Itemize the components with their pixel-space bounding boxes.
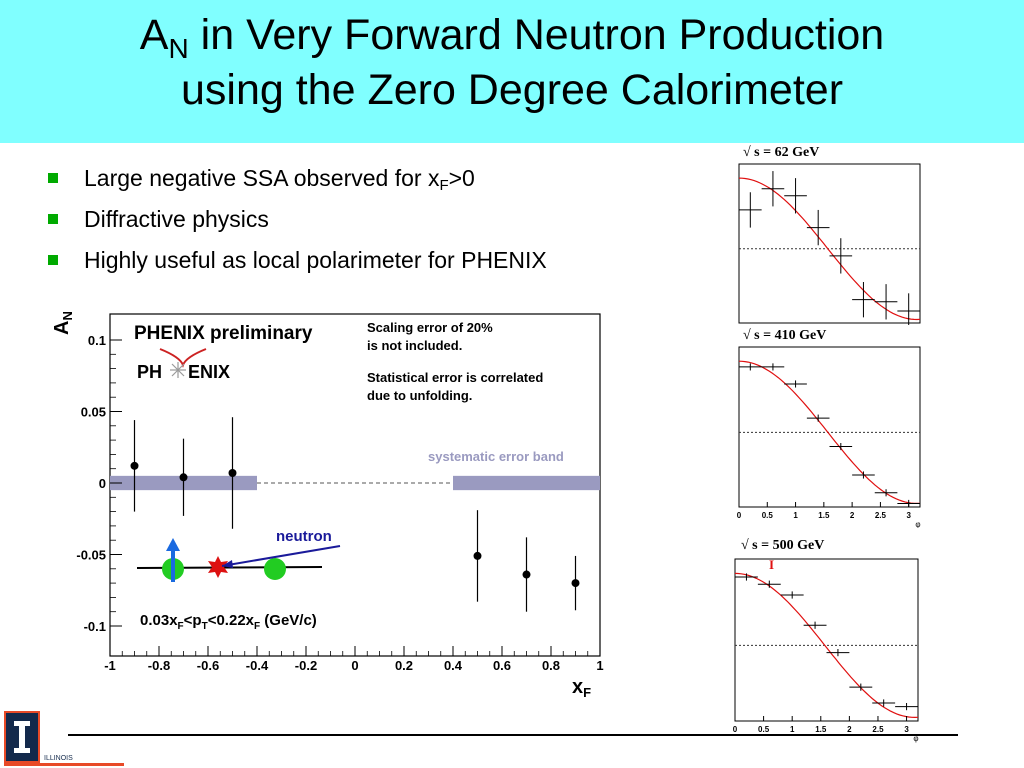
note-stat-1: Statistical error is correlated [367, 370, 543, 385]
spin-arrow-up-icon [166, 538, 180, 551]
x-tick-label: 0 [351, 658, 358, 673]
x-tick-label: 0.6 [493, 658, 511, 673]
neutron-arrow-line [221, 545, 341, 567]
small-plot-label: √ s = 500 GeV [741, 538, 824, 553]
data-point [130, 461, 139, 470]
small-x-tick-label: 0 [737, 511, 742, 520]
small-plot-label: √ s = 410 GeV [743, 328, 826, 343]
x-tick-label: -0.6 [197, 658, 219, 673]
title-line-1-text: in Very Forward Neutron Production [188, 11, 885, 59]
title-an-sub: N [168, 33, 189, 64]
systematic-band-label: systematic error band [428, 449, 564, 464]
neutron-diagram [136, 538, 341, 582]
phenix-logo-star-icon [170, 362, 186, 378]
neutron-label: neutron [276, 528, 332, 545]
collision-burst-icon [208, 556, 228, 578]
small-x-tick-label: 1 [790, 725, 795, 734]
note-scaling-2: is not included. [367, 338, 462, 353]
data-point [571, 579, 580, 588]
note-scaling-1: Scaling error of 20% [367, 320, 493, 335]
small-x-tick-label: 2 [847, 725, 852, 734]
y-axis-label: AN [51, 311, 75, 335]
y-tick-label: 0.05 [81, 405, 106, 420]
x-tick-label: -0.8 [148, 658, 170, 673]
logo-wordmark: ILLINOIS [44, 755, 73, 762]
small-plot-frame [738, 163, 921, 324]
small-x-tick-label: 1 [793, 511, 798, 520]
y-tick-label: 0 [99, 476, 106, 491]
x-tick-label: -1 [104, 658, 116, 673]
y-tick-label: 0.1 [88, 333, 106, 348]
pt-cut-label: 0.03xF<pT<0.22xF (GeV/c) [140, 612, 317, 632]
note-stat-2: due to unfolding. [367, 388, 472, 403]
small-plot-marker: I [769, 557, 774, 572]
proton-right-icon [264, 558, 286, 580]
x-tick-label: 0.2 [395, 658, 413, 673]
neutron-arrowhead-icon [222, 560, 233, 568]
bullet-text-end: >0 [448, 165, 475, 191]
main-an-plot: -1 -0.8 -0.6 -0.4 -0.2 0 0.2 0.4 0.6 0.8 1 0.1 0.05 0… [51, 311, 604, 700]
y-tick-label: -0.05 [76, 548, 106, 563]
data-point [522, 570, 531, 579]
title-band [0, 0, 1024, 143]
x-tick-label: 1 [596, 658, 603, 673]
data-point [473, 551, 482, 560]
bullet-text: Large negative SSA observed for x [84, 165, 440, 191]
title-an-a: A [139, 11, 169, 59]
title-line-1: AN in Very Forward Neutron Production [0, 8, 1024, 63]
cosine-fit-line [734, 572, 919, 719]
footer-divider [68, 734, 958, 736]
systematic-band [453, 475, 600, 491]
small-plot-frame [734, 558, 919, 722]
small-plot-frame [738, 346, 921, 508]
small-x-tick-label: 3 [906, 511, 911, 520]
university-logo-icon [4, 711, 40, 763]
bullet-item: Highly useful as local polarimeter for P… [44, 245, 547, 286]
x-tick-label: 0.4 [444, 658, 463, 673]
slide-title: AN in Very Forward Neutron Production us… [0, 8, 1024, 118]
title-line-2: using the Zero Degree Calorimeter [180, 66, 844, 114]
small-x-tick-label: 2 [850, 511, 855, 520]
small-plot-500gev: √ s = 500 GeV I 0 0.5 1 1.5 2 2.5 3φ [733, 538, 919, 743]
small-x-tick-label: 0.5 [762, 511, 774, 520]
phenix-logo-left: PH [137, 362, 162, 382]
bullet-list: Large negative SSA observed for xF>0 Dif… [44, 163, 547, 286]
bullet-square-icon [48, 255, 58, 265]
small-x-tick-label: 3 [904, 725, 909, 734]
cosine-fit-line [738, 177, 921, 321]
small-x-tick-label: 2.5 [875, 511, 887, 520]
data-point [228, 468, 237, 477]
small-x-tick-label: 0.5 [758, 725, 770, 734]
bullet-text: Highly useful as local polarimeter for P… [84, 247, 547, 273]
x-tick-label: -0.2 [295, 658, 317, 673]
bullet-item: Large negative SSA observed for xF>0 [44, 163, 547, 204]
small-x-tick-label: 2.5 [872, 725, 884, 734]
bullet-sub: F [439, 177, 449, 194]
bullet-text: Diffractive physics [84, 206, 269, 232]
small-plot-62gev: √ s = 62 GeV [738, 145, 921, 325]
bullet-item: Diffractive physics [44, 204, 547, 245]
logo-accent-bar [4, 763, 124, 766]
small-plot-410gev: √ s = 410 GeV 0 0.5 1 1.5 2 2.5 3φ [737, 328, 921, 528]
small-x-unit: φ [913, 734, 918, 743]
phenix-logo-right: ENIX [188, 362, 230, 382]
y-tick-label: -0.1 [84, 619, 106, 634]
small-x-tick-label: 0 [733, 725, 738, 734]
data-point [179, 473, 188, 482]
small-x-tick-label: 1.5 [815, 725, 827, 734]
block-i-icon [14, 721, 30, 753]
x-tick-label: -0.4 [246, 658, 269, 673]
small-x-tick-label: 1.5 [818, 511, 830, 520]
x-tick-label: 0.8 [542, 658, 560, 673]
preliminary-label: PHENIX preliminary [134, 323, 313, 344]
x-axis-label: xF [572, 676, 591, 700]
small-x-unit: φ [915, 520, 920, 528]
bullet-square-icon [48, 173, 58, 183]
small-plot-label: √ s = 62 GeV [743, 145, 819, 160]
bullet-square-icon [48, 214, 58, 224]
cosine-fit-line [738, 360, 921, 504]
